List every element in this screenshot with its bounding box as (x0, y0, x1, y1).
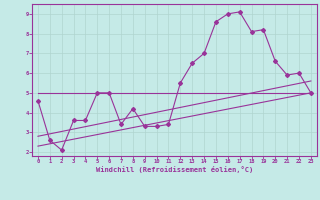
X-axis label: Windchill (Refroidissement éolien,°C): Windchill (Refroidissement éolien,°C) (96, 166, 253, 173)
